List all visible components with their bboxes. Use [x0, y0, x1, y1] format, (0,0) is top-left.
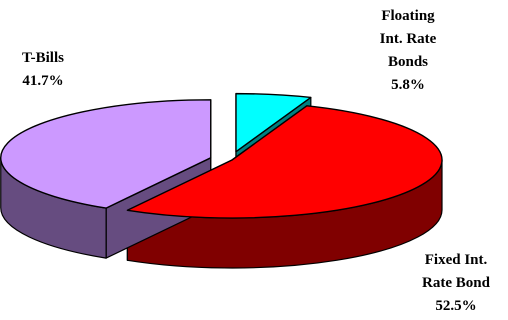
- slice-value-label: 5.8%: [391, 77, 425, 93]
- pie-slice-top: [0, 99, 212, 209]
- pie-slice-top: [126, 105, 443, 219]
- slice-label-fixed: Fixed Int. Rate Bond 52.5%: [410, 249, 502, 318]
- slice-label-line: Int. Rate: [379, 31, 437, 47]
- slice-label-line: Rate Bond: [422, 275, 490, 291]
- slice-label-line: Floating: [381, 8, 435, 24]
- slice-label-line: Fixed Int.: [424, 252, 488, 268]
- pie-slice-top: [235, 92, 312, 153]
- slice-label-line: Bonds: [387, 54, 429, 70]
- slice-label-tbills: T-Bills 41.7%: [10, 47, 76, 93]
- slice-label-line: T-Bills: [22, 50, 64, 66]
- slice-value-label: 41.7%: [22, 73, 64, 89]
- pie-top-layer: [0, 92, 443, 219]
- slice-label-floating: Floating Int. Rate Bonds 5.8%: [360, 5, 456, 97]
- slice-value-label: 52.5%: [435, 298, 477, 314]
